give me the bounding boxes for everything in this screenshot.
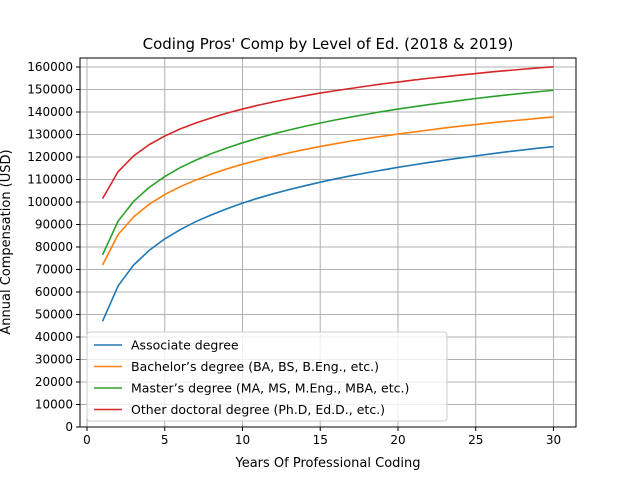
y-tick-label: 120000 bbox=[27, 150, 73, 164]
y-tick-label: 60000 bbox=[35, 285, 73, 299]
x-tick-label: 30 bbox=[546, 433, 561, 447]
legend: Associate degree Bachelor’s degree (BA, B… bbox=[86, 331, 448, 422]
series-line-0 bbox=[101, 145, 554, 322]
x-tick-label: 5 bbox=[161, 433, 169, 447]
y-axis-label: Annual Compensation (USD) bbox=[0, 149, 14, 334]
y-tick-label: 150000 bbox=[27, 83, 73, 97]
x-axis-label: Years Of Professional Coding bbox=[234, 456, 420, 471]
y-tick-label: 110000 bbox=[27, 173, 73, 187]
y-tick-label: 30000 bbox=[35, 353, 73, 367]
y-tick-label: 160000 bbox=[27, 60, 73, 74]
series-line-2 bbox=[101, 89, 554, 256]
legend-label-3: Other doctoral degree (Ph.D, Ed.D., etc.… bbox=[131, 402, 385, 417]
series-lines bbox=[101, 65, 554, 322]
y-tick-label: 90000 bbox=[35, 218, 73, 232]
series-line-3 bbox=[101, 65, 554, 200]
x-tick-label: 20 bbox=[390, 433, 405, 447]
legend-items: Associate degree Bachelor’s degree (BA, B… bbox=[94, 338, 409, 417]
x-tick-label: 10 bbox=[235, 433, 250, 447]
y-tick-label: 130000 bbox=[27, 128, 73, 142]
x-tick-label: 15 bbox=[313, 433, 328, 447]
y-tick-label: 20000 bbox=[35, 375, 73, 389]
plot-frame bbox=[79, 57, 577, 428]
legend-label-0: Associate degree bbox=[131, 338, 239, 353]
legend-label-1: Bachelor’s degree (BA, BS, B.Eng., etc.) bbox=[131, 359, 379, 374]
tick-labels: 0 5 10 15 20 25 30 0 10000 20000 30000 40000 50000 60… bbox=[27, 60, 561, 447]
legend-label-2: Master’s degree (MA, MS, M.Eng., MBA, et… bbox=[131, 381, 409, 396]
y-tick-label: 10000 bbox=[35, 398, 73, 412]
y-tick-label: 40000 bbox=[35, 330, 73, 344]
y-tick-label: 100000 bbox=[27, 195, 73, 209]
chart-title: Coding Pros' Comp by Level of Ed. (2018 … bbox=[143, 35, 514, 53]
y-tick-label: 0 bbox=[65, 420, 73, 434]
y-tick-label: 140000 bbox=[27, 105, 73, 119]
y-tick-label: 70000 bbox=[35, 263, 73, 277]
y-tick-label: 80000 bbox=[35, 240, 73, 254]
legend-box bbox=[86, 331, 448, 422]
x-tick-label: 25 bbox=[468, 433, 483, 447]
series-line-1 bbox=[101, 116, 554, 266]
y-tick-label: 50000 bbox=[35, 308, 73, 322]
x-tick-label: 0 bbox=[83, 433, 91, 447]
